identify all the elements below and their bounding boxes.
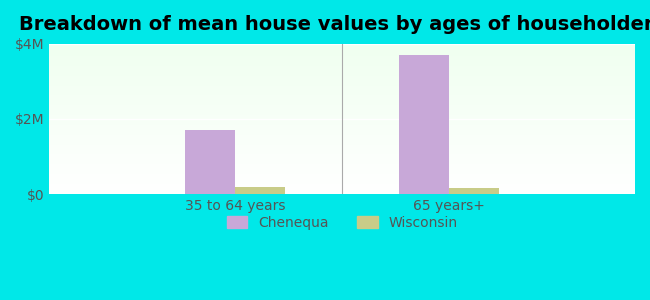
Bar [185,130,235,194]
Title: Breakdown of mean house values by ages of householders: Breakdown of mean house values by ages o… [20,15,650,34]
Bar [235,187,285,194]
Bar [449,188,499,194]
Bar [399,55,449,194]
Legend: Chenequa, Wisconsin: Chenequa, Wisconsin [221,210,463,235]
